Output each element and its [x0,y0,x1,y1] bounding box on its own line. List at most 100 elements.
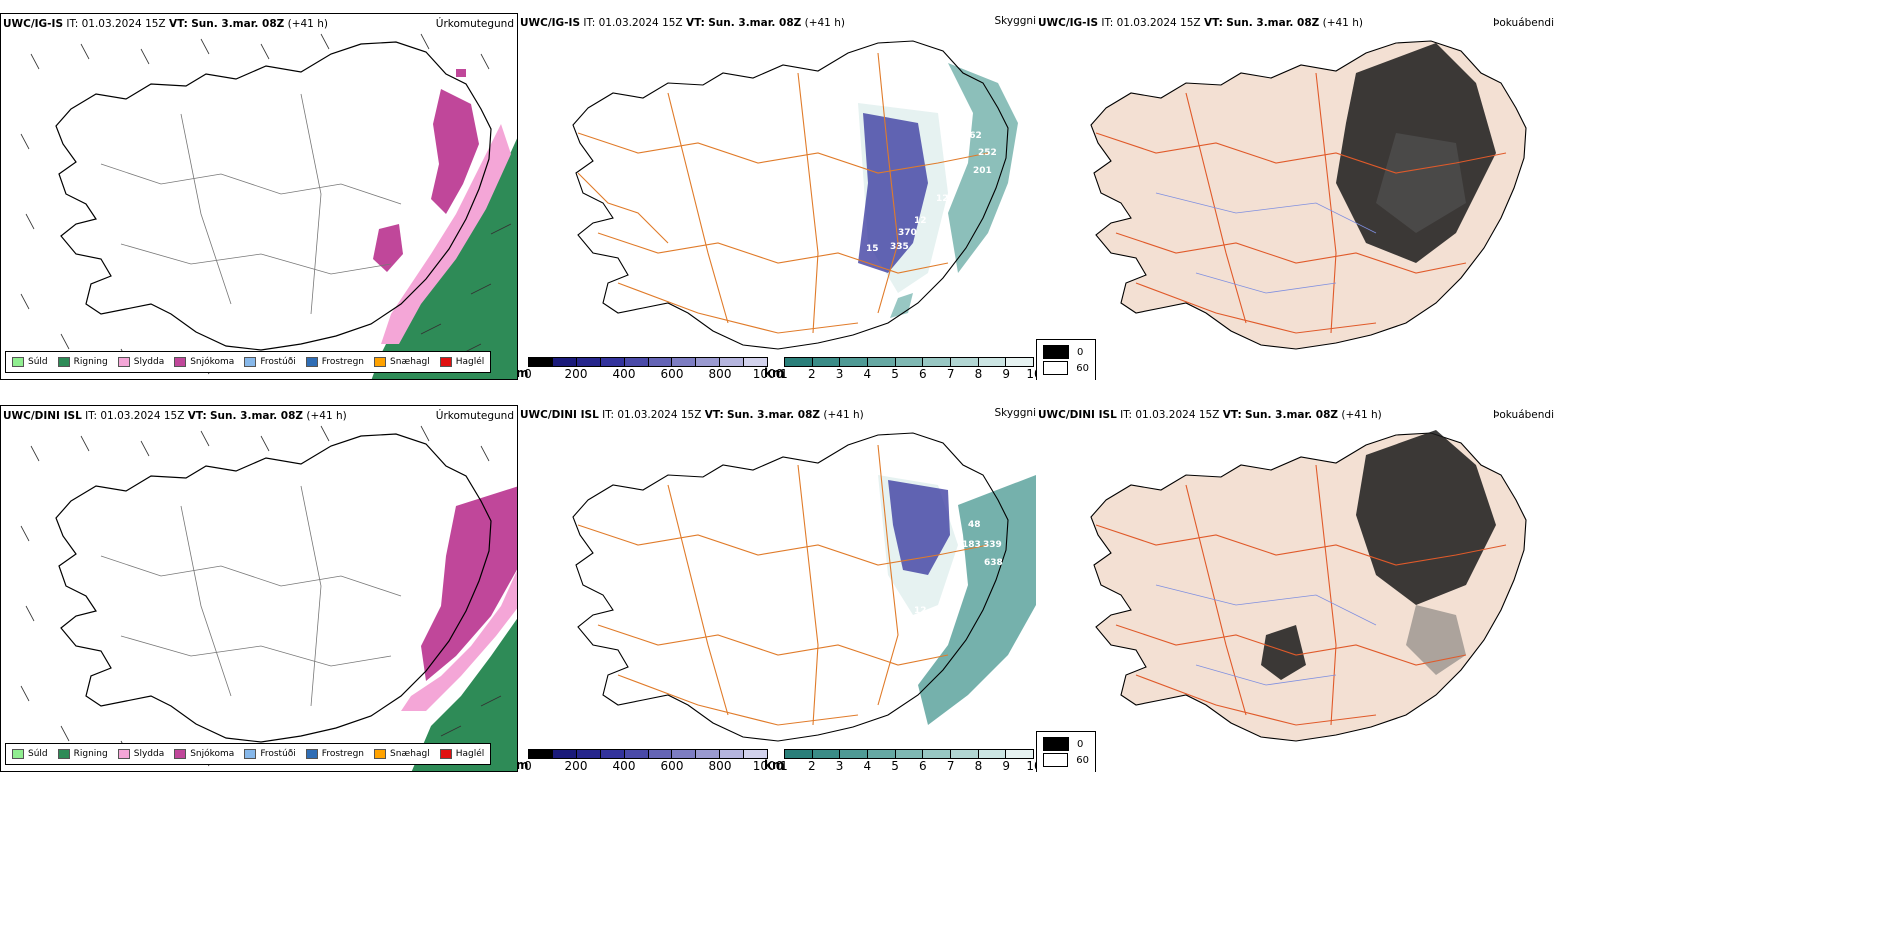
vis-scale-tick-label: 6 [919,759,927,772]
vis-scale-tick-label: 8 [974,759,983,772]
vis-label-top-2: 201 [973,166,992,176]
precip-legend-top: Súld Rigning Slydda Snjókoma Frostúði Fr… [5,351,492,373]
vis-scale-swatch [785,750,813,758]
height-scale-tick-label: 0 [524,367,532,380]
height-scale-swatch [744,358,768,366]
fog-name-top: Þokuábendi [1493,17,1554,29]
height-scale-tick-label: 200 [564,367,588,380]
fog-legend-top: 0 60 [1036,339,1096,380]
legend-item-snaehagl: Snæhagl [374,749,430,759]
height-scale-tick-label: 800 [708,759,732,772]
visibility-map-top: 162 252 201 12 12 370 335 15 85 [572,40,1018,350]
precip-name-top: Úrkomutegund [435,18,514,30]
legend-item-rigning: Rigning [57,357,108,367]
vis-scale-tick-label: 6 [919,367,927,380]
visibility-map-bottom: 48 183 339 638 12 [572,432,1036,742]
visibility-name-bottom: Skyggni [994,407,1037,419]
vis-scale-swatch [923,358,952,366]
vis-label-bottom-3: 638 [984,558,1003,568]
vis-scale-tick-label: 5 [891,367,899,380]
vis-scale-tick-label: 2 [807,367,816,380]
vis-scale-swatch [868,750,896,758]
vis-scale-swatch [1006,358,1034,366]
fog-title-bottom: UWC/DINI ISL IT: 01.03.2024 15Z VT: Sun.… [1038,409,1382,421]
vis-scale-swatch [840,750,869,758]
legend-item-snjokoma: Snjókoma [174,357,234,367]
vis-scale-tick-label: 4 [863,759,872,772]
vis-label-bottom-0: 48 [968,520,981,530]
vis-scale-swatch [785,358,813,366]
height-scale-swatch [600,358,625,366]
legend-item-frostregn: Frostregn [305,357,364,367]
legend-item-frostregn: Frostregn [305,749,364,759]
legend-item-sudl: Súld [12,357,48,367]
vis-scale-top: 12345678910 km [764,357,1036,380]
precip-map-top [20,33,517,379]
fog-legend-bottom: 0 60 [1036,731,1096,772]
height-scale-swatch [529,358,553,366]
vis-label-top-4: 12 [914,216,927,226]
height-scale-tick-label: 1000 [752,367,784,380]
vis-label-top-6: 335 [890,242,909,252]
precip-legend-bottom: Súld Rigning Slydda Snjókoma Frostúði Fr… [5,743,492,765]
vis-scale-swatch [895,750,924,758]
legend-item-haglel: Haglél [439,357,484,367]
legend-item-slydda: Slydda [117,749,164,759]
vis-scale-swatch [868,358,896,366]
vis-label-top-7: 15 [866,244,879,254]
vis-label-top-5: 370 [898,228,917,238]
precip-title-top: UWC/IG-IS IT: 01.03.2024 15Z VT: Sun. 3.… [3,18,328,30]
legend-item-snjokoma: Snjókoma [174,749,234,759]
visibility-title-bottom: UWC/DINI ISL IT: 01.03.2024 15Z VT: Sun.… [520,409,864,421]
vis-scale-tick-label: 3 [835,759,844,772]
visibility-panel-bottom: 48 183 339 638 12 UWC/DINI ISL IT: 01.03… [518,405,1036,772]
vis-label-bottom-2: 339 [983,540,1002,550]
vis-label-top-8: 85 [868,274,881,284]
vis-scale-swatch [978,750,1007,758]
fog-title-top: UWC/IG-IS IT: 01.03.2024 15Z VT: Sun. 3.… [1038,17,1363,29]
legend-item-slydda: Slydda [117,357,164,367]
height-scale-tick-label: 400 [612,367,636,380]
height-scale-tick-label: 600 [660,759,684,772]
precip-title-bottom: UWC/DINI ISL IT: 01.03.2024 15Z VT: Sun.… [3,410,347,422]
precip-panel-bottom: UWC/DINI ISL IT: 01.03.2024 15Z VT: Sun.… [0,405,518,772]
vis-scale-tick-label: 7 [946,759,955,772]
vis-scale-swatch [840,358,869,366]
vis-label-top-1: 252 [978,148,997,158]
vis-scale-tick-label: 3 [835,367,844,380]
vis-scale-tick-label: 2 [807,759,816,772]
height-scale-swatch [720,750,745,758]
height-scale-swatch [720,358,745,366]
height-scale-bottom: 0 200 400 600 800 1000 m [518,749,783,772]
vis-scale-tick-label: 7 [946,367,955,380]
vis-scale-swatch [951,750,979,758]
height-scale-tick-label: 0 [524,759,532,772]
legend-item-snaehagl: Snæhagl [374,357,430,367]
height-scale-swatch [576,750,601,758]
height-scale-swatch [648,750,673,758]
height-scale-tick-label: 600 [660,367,684,380]
height-scale-tick-label: 400 [612,759,636,772]
vis-scale-tick-label: 10 [1026,759,1036,772]
vis-scale-swatch [951,358,979,366]
height-scale-swatch [696,750,721,758]
vis-label-bottom-4: 12 [914,606,927,616]
vis-scale-tick-label: 1 [780,367,788,380]
visibility-name-top: Skyggni [994,15,1037,27]
visibility-title-top: UWC/IG-IS IT: 01.03.2024 15Z VT: Sun. 3.… [520,17,845,29]
vis-scale-swatch [1006,750,1034,758]
precip-panel-top: UWC/IG-IS IT: 01.03.2024 15Z VT: Sun. 3.… [0,13,518,380]
height-scale-swatch [529,750,553,758]
vis-label-bottom-1: 183 [962,540,981,550]
vis-scale-swatch [895,358,924,366]
legend-item-frostudi: Frostúði [244,749,296,759]
height-scale-swatch [696,358,721,366]
height-scale-tick-label: 800 [708,367,732,380]
height-scale-swatch [624,358,649,366]
height-scale-tick-label: 1000 [752,759,784,772]
vis-scale-bottom: 12345678910 km [764,749,1036,772]
height-scale-swatch [672,358,697,366]
legend-item-sudl: Súld [12,749,48,759]
vis-scale-tick-label: 8 [974,367,983,380]
vis-scale-tick-label: 1 [780,759,788,772]
